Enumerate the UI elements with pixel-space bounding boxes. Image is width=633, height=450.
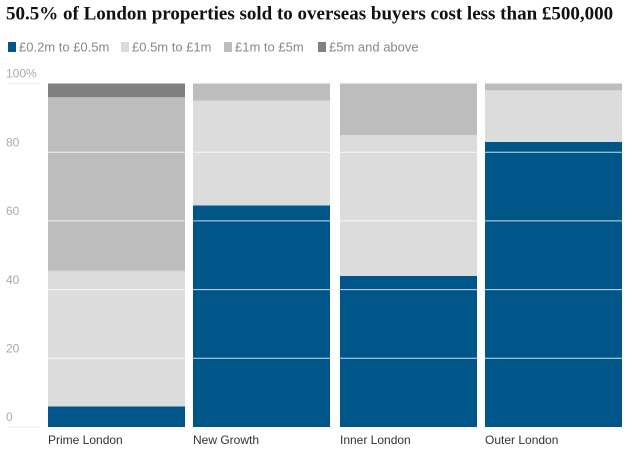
bar-segment	[48, 270, 185, 407]
x-tick-label: Prime London	[48, 433, 123, 447]
x-tick-label: New Growth	[193, 433, 259, 447]
bar-segment	[485, 90, 622, 142]
legend-swatch	[224, 42, 232, 52]
legend-label: £5m and above	[329, 39, 419, 54]
bar-segment	[485, 83, 622, 91]
legend-label: £1m to £5m	[235, 39, 304, 54]
bar-segment	[340, 275, 477, 427]
bar-segment	[193, 100, 330, 206]
y-tick-label: 60	[6, 204, 20, 218]
y-tick-label: 0	[6, 410, 13, 424]
bar-segment	[485, 141, 622, 427]
bar-segment	[48, 406, 185, 427]
bar-segment	[193, 83, 330, 101]
legend-label: £0.5m to £1m	[132, 39, 212, 54]
x-tick-label: Inner London	[340, 433, 411, 447]
x-tick-label: Outer London	[485, 433, 558, 447]
bar-segment	[48, 83, 185, 98]
y-tick-label: 100%	[6, 67, 37, 81]
bar-segment	[48, 97, 185, 271]
legend-swatch	[121, 42, 129, 52]
bar-segment	[340, 83, 477, 136]
chart-title: 50.5% of London properties sold to overs…	[6, 3, 613, 24]
legend-swatch	[8, 42, 16, 52]
y-tick-label: 40	[6, 273, 20, 287]
y-tick-label: 80	[6, 135, 20, 149]
legend-label: £0.2m to £0.5m	[19, 39, 109, 54]
legend-swatch	[318, 42, 326, 52]
bar-segment	[193, 205, 330, 427]
bar-segment	[340, 135, 477, 276]
y-tick-label: 20	[6, 341, 20, 355]
